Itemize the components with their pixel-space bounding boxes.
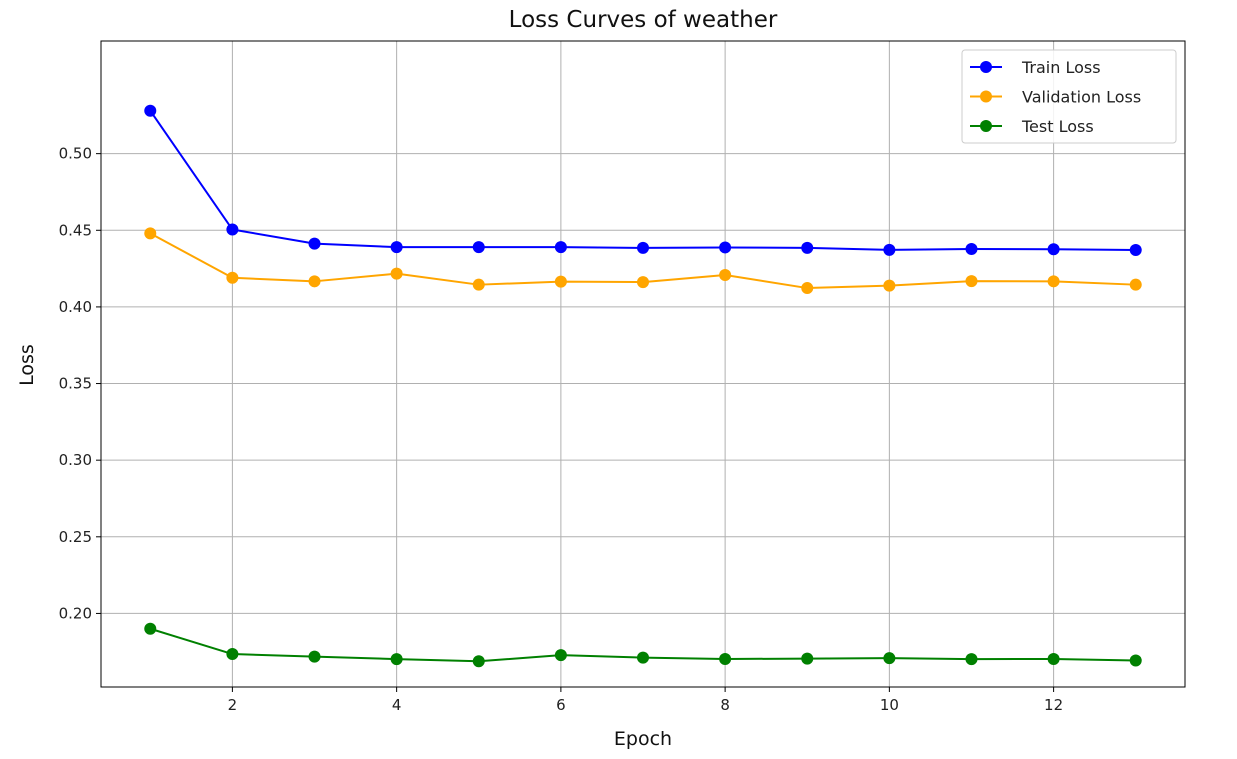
x-axis-label: Epoch xyxy=(614,728,672,750)
legend-label: Test Loss xyxy=(1021,117,1094,136)
train-loss-point xyxy=(308,237,321,250)
y-tick-label: 0.35 xyxy=(59,375,92,393)
train-loss-point xyxy=(390,241,403,254)
test-loss-point xyxy=(472,655,485,668)
x-tick-label: 6 xyxy=(556,696,566,714)
test-loss-point xyxy=(144,622,157,635)
legend-label: Train Loss xyxy=(1021,58,1101,77)
test-loss-point xyxy=(308,650,321,663)
validation-loss-point xyxy=(472,278,485,291)
test-loss-point xyxy=(965,653,978,666)
train-loss-series xyxy=(144,104,1142,257)
test-loss-point xyxy=(801,652,814,665)
validation-loss-series xyxy=(144,227,1142,295)
train-loss-point xyxy=(637,241,649,254)
legend-item-train-loss: Train Loss xyxy=(970,58,1101,77)
train-loss-point xyxy=(801,241,814,254)
validation-loss-point xyxy=(801,282,814,295)
train-loss-point xyxy=(226,223,239,236)
validation-loss-point xyxy=(1047,275,1060,288)
train-loss-point xyxy=(554,241,567,254)
test-loss-point xyxy=(226,648,239,661)
train-loss-point xyxy=(1047,243,1060,256)
test-loss-point xyxy=(390,653,403,666)
test-loss-point xyxy=(554,649,567,662)
y-tick-label: 0.45 xyxy=(59,221,92,239)
legend: Train Loss Validation Loss Test Loss xyxy=(961,49,1177,144)
test-loss-series xyxy=(144,622,1142,668)
x-tick-label: 4 xyxy=(392,696,402,714)
x-tick-label: 10 xyxy=(880,696,899,714)
legend-swatch-marker xyxy=(980,90,992,103)
train-loss-point xyxy=(883,243,896,256)
legend-item-test-loss: Test Loss xyxy=(970,117,1094,136)
y-tick-label: 0.30 xyxy=(59,451,92,469)
validation-loss-point xyxy=(554,275,567,288)
validation-loss-point xyxy=(965,275,978,288)
plot-frame xyxy=(100,40,1186,688)
validation-loss-point xyxy=(308,275,321,288)
test-loss-point xyxy=(719,652,732,665)
x-tick-label: 8 xyxy=(720,696,730,714)
validation-loss-point xyxy=(226,271,239,284)
y-tick-label: 0.40 xyxy=(59,298,92,316)
y-tick-label: 0.20 xyxy=(59,604,92,622)
test-loss-point xyxy=(883,652,896,665)
train-loss-point xyxy=(965,242,978,255)
chart-title: Loss Curves of weather xyxy=(509,7,778,33)
legend-item-validation-loss: Validation Loss xyxy=(970,88,1141,107)
legend-label: Validation Loss xyxy=(1022,88,1141,107)
validation-loss-point xyxy=(1129,278,1142,291)
series-layer xyxy=(144,104,1142,668)
y-tick-label: 0.25 xyxy=(59,528,92,546)
y-tick-label: 0.50 xyxy=(59,145,92,163)
validation-loss-point xyxy=(637,276,649,289)
train-loss-point xyxy=(472,241,485,254)
validation-loss-point xyxy=(144,227,157,240)
train-loss-point xyxy=(719,241,732,254)
legend-swatch-marker xyxy=(980,61,992,73)
validation-loss-point xyxy=(719,269,732,282)
x-tick-label: 2 xyxy=(228,696,238,714)
train-loss-point xyxy=(144,104,157,117)
y-axis-label: Loss xyxy=(16,344,38,386)
legend-swatch-marker xyxy=(980,120,992,132)
ticks: 2 4 6 8 10 12 0.20 0.25 0.30 0.35 0.40 0.45 0.50 xyxy=(59,145,1064,714)
train-loss-point xyxy=(1129,244,1142,257)
legend-frame xyxy=(961,49,1177,144)
grid xyxy=(101,41,1185,687)
x-tick-label: 12 xyxy=(1044,696,1063,714)
test-loss-point xyxy=(1047,652,1060,665)
test-loss-point xyxy=(637,651,649,664)
validation-loss-point xyxy=(390,267,403,280)
validation-loss-point xyxy=(883,279,896,292)
test-loss-point xyxy=(1129,654,1142,667)
